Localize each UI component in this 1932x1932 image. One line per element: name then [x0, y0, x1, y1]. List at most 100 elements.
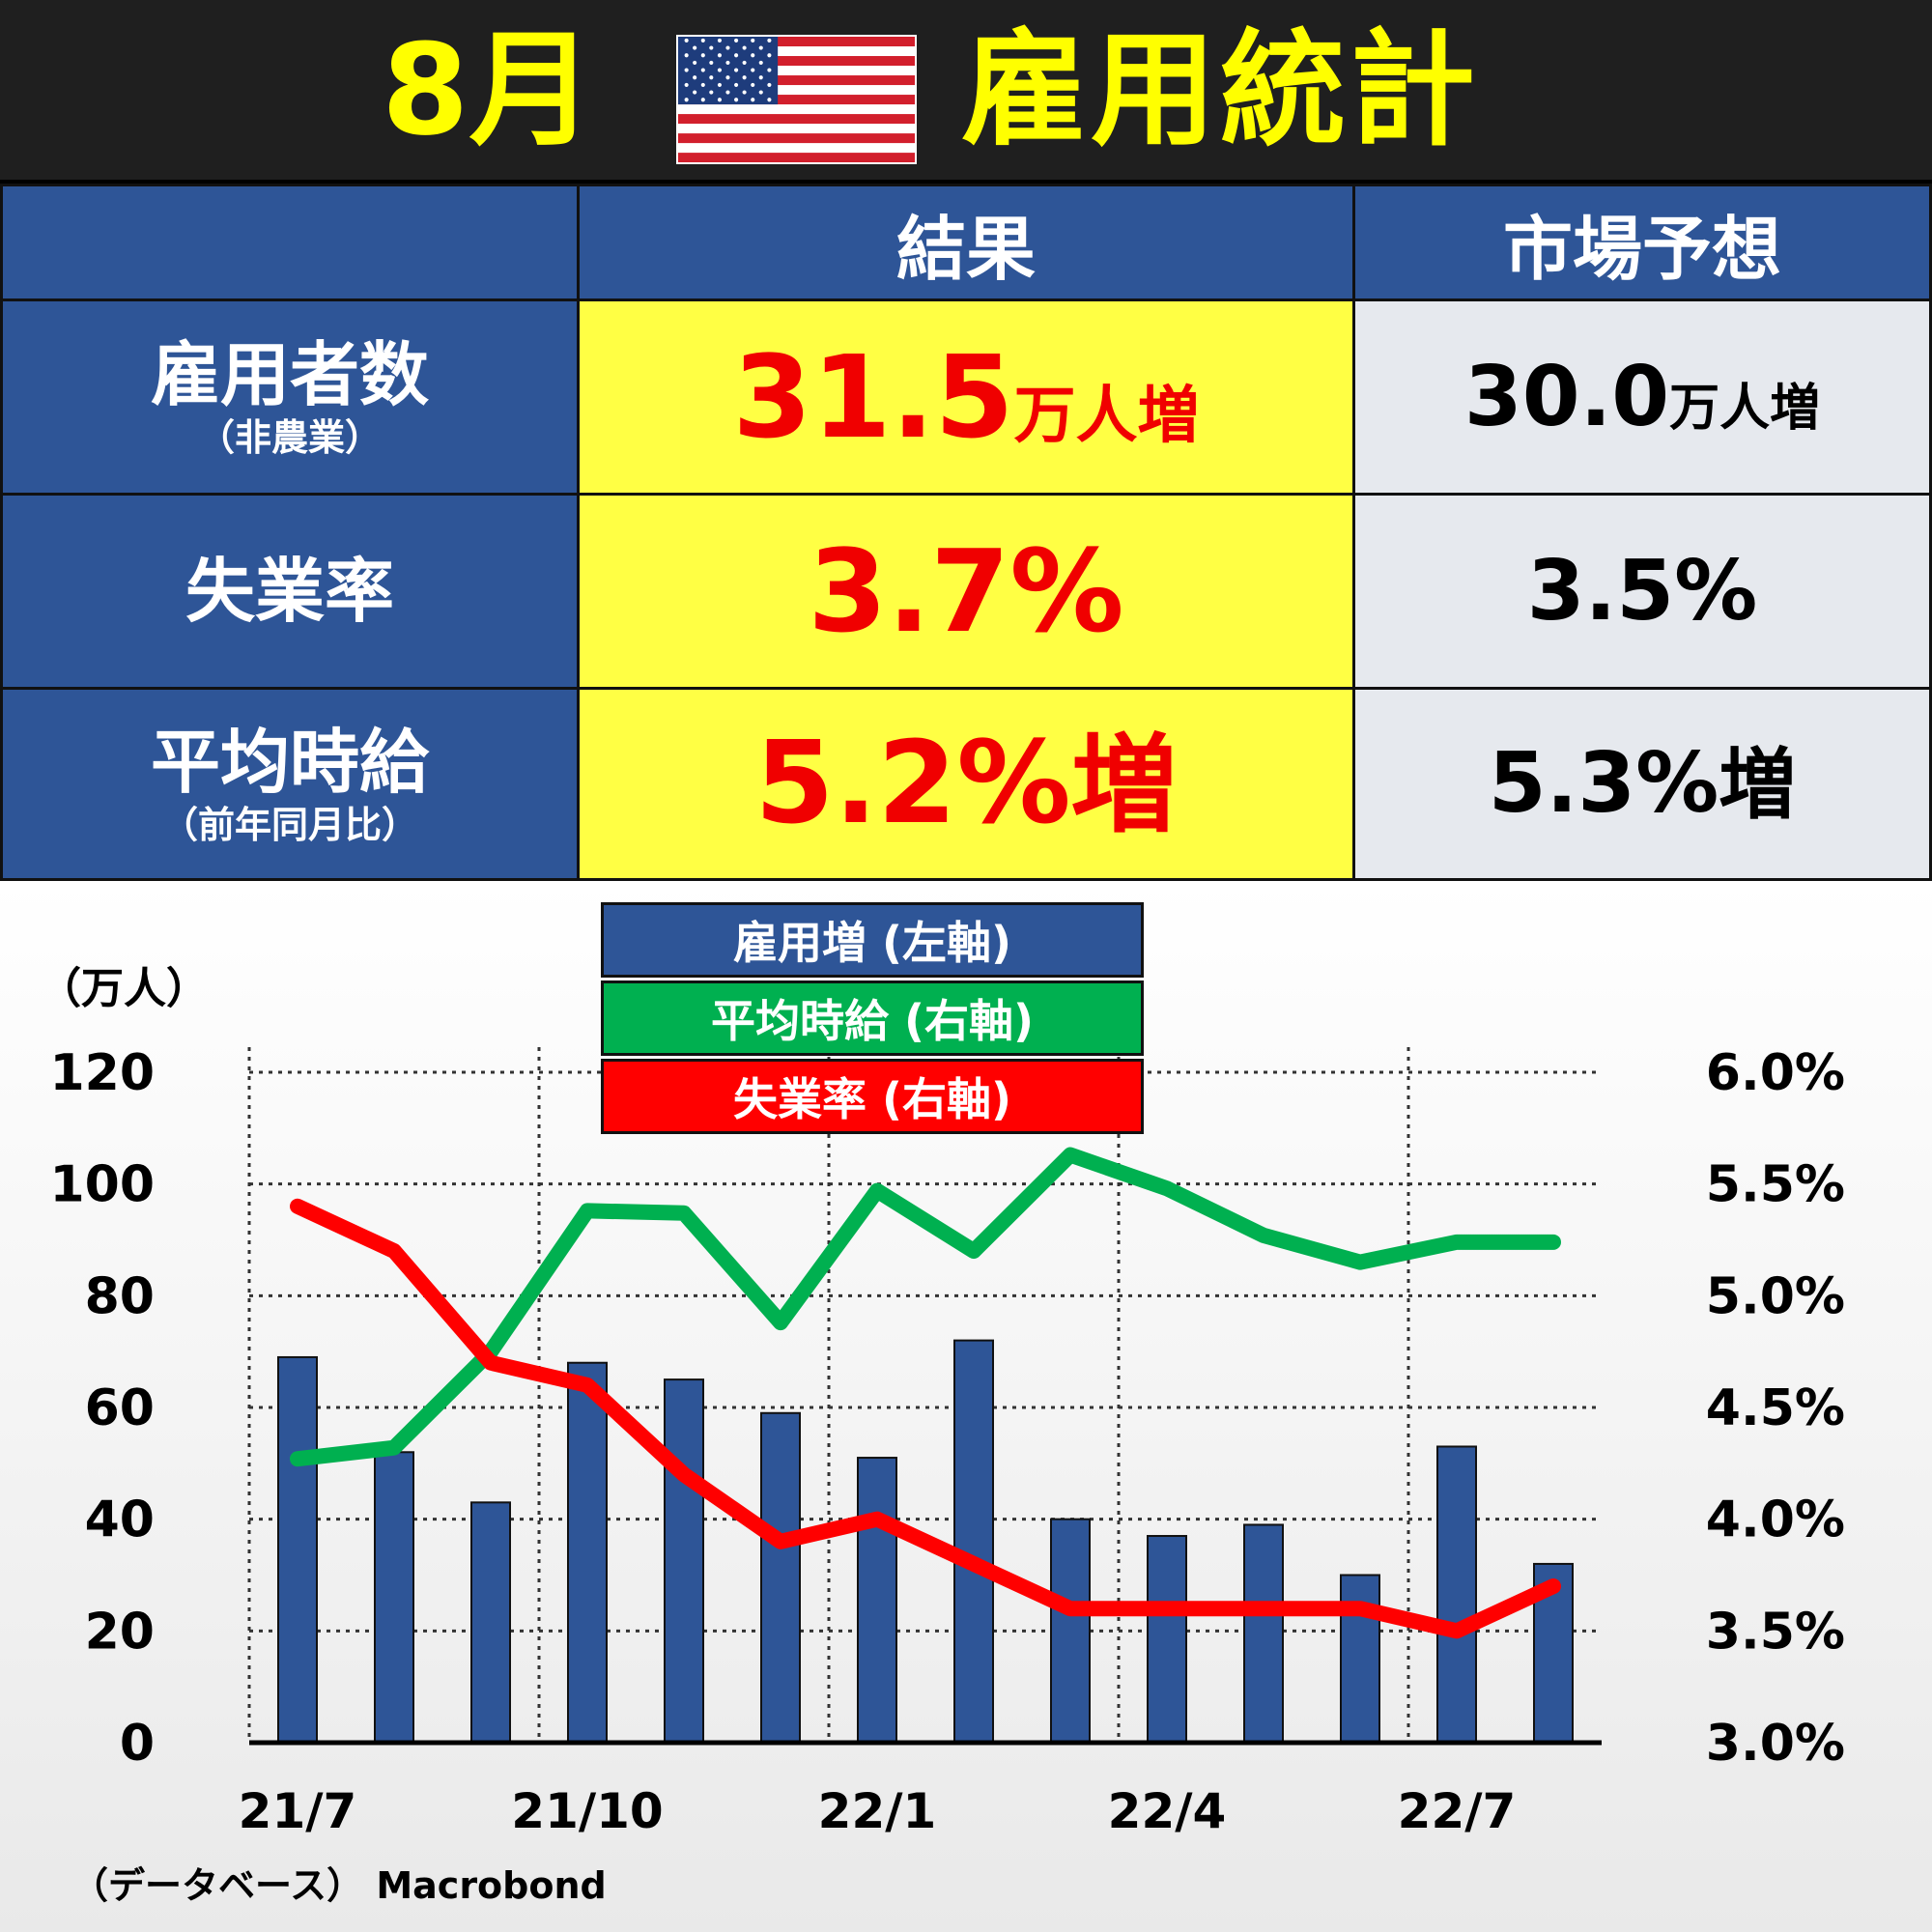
flag-star: [709, 90, 714, 95]
flag-star: [725, 90, 730, 95]
flag-star: [767, 98, 772, 102]
flag-star: [751, 53, 755, 58]
source-note: （データベース） Macrobond: [71, 1864, 607, 1907]
flag-star: [717, 68, 723, 72]
result-unit: 万人増: [1013, 381, 1200, 452]
result-unit: 増: [1070, 724, 1178, 847]
legend-unemployment: 失業率 (右軸): [601, 1059, 1144, 1134]
flag-star: [700, 82, 705, 87]
bar: [953, 1339, 994, 1744]
result-employment: 31.5 万人増: [577, 298, 1355, 496]
flag-star: [717, 53, 723, 58]
flag-star: [767, 53, 772, 58]
row-sublabel-text: （非農業）: [197, 416, 382, 459]
flag-star: [693, 45, 697, 50]
right-tick-label: 6.0%: [1706, 1044, 1845, 1102]
bar: [760, 1411, 801, 1744]
title-main: 雇用統計: [961, 16, 1480, 163]
bar: [567, 1361, 608, 1744]
x-tick-label: 21/10: [511, 1783, 663, 1839]
left-tick-label: 20: [85, 1603, 155, 1661]
right-tick-label: 5.5%: [1706, 1156, 1845, 1214]
flag-star: [734, 38, 739, 43]
row-label-text: 失業率: [185, 551, 394, 632]
row-label-wage: 平均時給 （前年同月比）: [0, 687, 580, 881]
flag-star: [684, 98, 689, 102]
expect-unit: 増: [1719, 739, 1797, 830]
legend-label: 失業率 (右軸): [732, 1073, 1012, 1125]
x-tick-label: 22/7: [1398, 1783, 1517, 1839]
flag-star: [693, 90, 697, 95]
flag-star: [717, 82, 723, 87]
x-tick-label: 22/4: [1108, 1783, 1227, 1839]
left-tick-label: 40: [85, 1492, 155, 1549]
legend-employment: 雇用増 (左軸): [601, 902, 1144, 978]
flag-star: [700, 38, 705, 43]
x-tick-label: 21/7: [239, 1783, 357, 1839]
flag-star: [717, 98, 723, 102]
chart-area: 0 3.0% 20 3.5% 40 4.0% 60 4.5% 80 5.0% 100 5.5% 120 6…: [0, 881, 1932, 1932]
flag-star: [767, 68, 772, 72]
flag-star: [758, 45, 763, 50]
left-axis-unit: （万人）: [39, 964, 209, 1013]
expect-value: 3.5%: [1526, 543, 1758, 639]
result-value: 3.7%: [808, 525, 1124, 658]
expect-wage: 5.3% 増: [1352, 687, 1932, 881]
flag-star: [742, 75, 747, 80]
title-month: 8月: [382, 16, 595, 163]
flag-star: [734, 98, 739, 102]
flag-star: [709, 45, 714, 50]
bar-series: [277, 1339, 1574, 1745]
flag-star: [717, 38, 723, 43]
legend-label: 雇用増 (左軸): [732, 917, 1012, 969]
x-tick-label: 22/1: [818, 1783, 937, 1839]
flag-star: [684, 38, 689, 43]
legend-label: 平均時給 (右軸): [710, 995, 1035, 1047]
col-header-result: 結果: [577, 184, 1355, 301]
flag-star: [758, 60, 763, 65]
result-unemployment: 3.7%: [577, 493, 1355, 690]
flag-star: [742, 45, 747, 50]
result-value: 31.5: [732, 330, 1014, 464]
bar: [1050, 1518, 1091, 1745]
bar: [1340, 1574, 1380, 1744]
summary-table: 結果 市場予想 雇用者数 （非農業） 31.5 万人増 30.0 万人増 失業率…: [0, 184, 1932, 881]
flag-star: [725, 45, 730, 50]
left-tick-label: 60: [85, 1379, 155, 1437]
flag-star: [751, 98, 755, 102]
flag-star: [693, 75, 697, 80]
col-header-expect: 市場予想: [1352, 184, 1932, 301]
flag-star: [725, 75, 730, 80]
us-flag-icon: [676, 35, 917, 164]
bar: [1147, 1535, 1187, 1744]
bar: [857, 1457, 897, 1744]
left-tick-label: 120: [49, 1044, 155, 1102]
flag-star: [709, 75, 714, 80]
row-label-text: 雇用者数: [150, 334, 429, 415]
right-tick-label: 5.0%: [1706, 1267, 1845, 1325]
right-tick-label: 4.5%: [1706, 1379, 1845, 1437]
right-tick-label: 3.5%: [1706, 1603, 1845, 1661]
unemployment-line: [290, 1198, 1561, 1639]
flag-star: [742, 90, 747, 95]
flag-star: [758, 90, 763, 95]
bar: [277, 1355, 318, 1744]
flag-star: [767, 82, 772, 87]
flag-star: [742, 60, 747, 65]
flag-star: [700, 53, 705, 58]
expect-unemployment: 3.5%: [1352, 493, 1932, 690]
flag-star: [684, 82, 689, 87]
bar: [470, 1501, 511, 1744]
flag-star: [700, 98, 705, 102]
flag-star: [693, 60, 697, 65]
left-tick-label: 0: [120, 1715, 155, 1773]
flag-star: [751, 68, 755, 72]
flag-star: [725, 60, 730, 65]
bar: [664, 1378, 704, 1744]
flag-star: [684, 68, 689, 72]
bar: [374, 1451, 414, 1744]
row-label-text: 平均時給: [150, 721, 429, 803]
flag-star: [758, 75, 763, 80]
left-tick-label: 80: [85, 1267, 155, 1325]
flag-star: [709, 60, 714, 65]
